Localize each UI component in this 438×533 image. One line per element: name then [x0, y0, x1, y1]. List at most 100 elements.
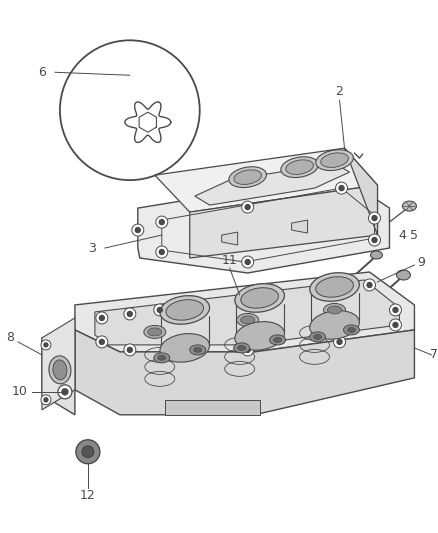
Circle shape: [245, 295, 250, 301]
Ellipse shape: [238, 345, 246, 350]
Ellipse shape: [235, 284, 284, 312]
Ellipse shape: [235, 321, 284, 350]
Ellipse shape: [371, 251, 382, 259]
Ellipse shape: [229, 167, 266, 188]
Circle shape: [336, 182, 347, 194]
Circle shape: [82, 446, 94, 458]
Circle shape: [389, 319, 402, 331]
Ellipse shape: [347, 327, 356, 333]
Text: 2: 2: [336, 85, 343, 98]
Circle shape: [393, 322, 398, 327]
Ellipse shape: [148, 328, 162, 336]
Circle shape: [393, 308, 398, 312]
Ellipse shape: [234, 170, 261, 184]
Polygon shape: [95, 280, 399, 345]
Circle shape: [96, 312, 108, 324]
Circle shape: [334, 336, 346, 348]
Circle shape: [135, 228, 140, 232]
Ellipse shape: [324, 303, 346, 317]
Circle shape: [337, 340, 342, 344]
Circle shape: [242, 256, 254, 268]
Ellipse shape: [160, 296, 209, 324]
Circle shape: [127, 311, 132, 317]
Circle shape: [328, 282, 340, 294]
Circle shape: [99, 340, 104, 344]
Ellipse shape: [281, 157, 318, 177]
Circle shape: [156, 216, 168, 228]
Circle shape: [76, 440, 100, 464]
Ellipse shape: [321, 153, 348, 167]
Circle shape: [332, 286, 337, 290]
Polygon shape: [138, 175, 389, 273]
Text: 4: 4: [399, 229, 406, 241]
Ellipse shape: [310, 273, 359, 301]
Circle shape: [44, 398, 48, 402]
Circle shape: [41, 395, 51, 405]
Ellipse shape: [154, 353, 170, 363]
Circle shape: [124, 308, 136, 320]
Text: 10: 10: [12, 385, 28, 398]
Circle shape: [242, 292, 254, 304]
Circle shape: [58, 385, 72, 399]
Ellipse shape: [234, 343, 250, 353]
Ellipse shape: [274, 337, 282, 342]
Ellipse shape: [396, 270, 410, 280]
Polygon shape: [195, 163, 350, 205]
Circle shape: [245, 205, 250, 209]
Circle shape: [44, 343, 48, 347]
Ellipse shape: [53, 360, 67, 380]
Text: 3: 3: [88, 241, 96, 255]
Circle shape: [124, 344, 136, 356]
Ellipse shape: [194, 348, 202, 352]
Text: 9: 9: [417, 255, 425, 269]
Circle shape: [127, 348, 132, 352]
Text: 5: 5: [410, 229, 418, 241]
Circle shape: [372, 238, 377, 243]
Polygon shape: [42, 330, 75, 415]
Text: 8: 8: [6, 332, 14, 344]
Polygon shape: [155, 148, 378, 212]
Polygon shape: [75, 330, 414, 415]
Ellipse shape: [310, 311, 359, 339]
Circle shape: [368, 234, 381, 246]
Circle shape: [41, 340, 51, 350]
Circle shape: [154, 304, 166, 316]
Polygon shape: [75, 272, 414, 352]
Text: 7: 7: [431, 349, 438, 361]
Ellipse shape: [49, 356, 71, 384]
Circle shape: [242, 344, 254, 356]
Text: 6: 6: [38, 66, 46, 79]
Ellipse shape: [316, 277, 353, 297]
Circle shape: [242, 201, 254, 213]
Circle shape: [132, 224, 144, 236]
Circle shape: [339, 185, 344, 191]
Ellipse shape: [270, 335, 286, 345]
Polygon shape: [222, 232, 238, 245]
Ellipse shape: [237, 313, 259, 326]
Ellipse shape: [343, 325, 360, 335]
Circle shape: [157, 308, 162, 312]
Circle shape: [245, 260, 250, 264]
Ellipse shape: [158, 356, 166, 360]
Circle shape: [156, 246, 168, 258]
Ellipse shape: [160, 334, 209, 362]
Polygon shape: [292, 220, 307, 233]
Circle shape: [372, 215, 377, 221]
Circle shape: [389, 304, 402, 316]
Ellipse shape: [403, 201, 417, 211]
Circle shape: [245, 348, 250, 352]
Ellipse shape: [316, 150, 353, 171]
Circle shape: [159, 220, 164, 224]
Ellipse shape: [241, 288, 279, 308]
Circle shape: [364, 279, 375, 291]
Ellipse shape: [190, 345, 206, 355]
Circle shape: [368, 212, 381, 224]
Ellipse shape: [144, 326, 166, 338]
Polygon shape: [190, 185, 378, 258]
Polygon shape: [165, 400, 260, 415]
Circle shape: [367, 282, 372, 287]
Ellipse shape: [240, 316, 254, 324]
Circle shape: [96, 336, 108, 348]
Polygon shape: [42, 318, 75, 410]
Text: 11: 11: [222, 254, 237, 266]
